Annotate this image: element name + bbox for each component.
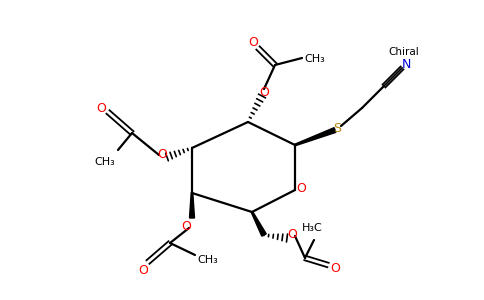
Text: CH₃: CH₃ bbox=[95, 157, 115, 167]
Text: Chiral: Chiral bbox=[389, 47, 419, 57]
Polygon shape bbox=[190, 193, 195, 218]
Text: H₃C: H₃C bbox=[302, 223, 322, 233]
Text: O: O bbox=[157, 148, 167, 160]
Polygon shape bbox=[251, 212, 266, 236]
Text: O: O bbox=[248, 37, 258, 50]
Text: O: O bbox=[287, 229, 297, 242]
Text: O: O bbox=[330, 262, 340, 275]
Text: CH₃: CH₃ bbox=[304, 54, 325, 64]
Text: N: N bbox=[401, 58, 411, 71]
Text: O: O bbox=[181, 220, 191, 232]
Text: S: S bbox=[333, 122, 341, 134]
Polygon shape bbox=[295, 128, 336, 146]
Text: O: O bbox=[259, 86, 269, 100]
Text: O: O bbox=[96, 103, 106, 116]
Text: O: O bbox=[296, 182, 306, 194]
Text: CH₃: CH₃ bbox=[197, 255, 218, 265]
Text: O: O bbox=[138, 263, 148, 277]
